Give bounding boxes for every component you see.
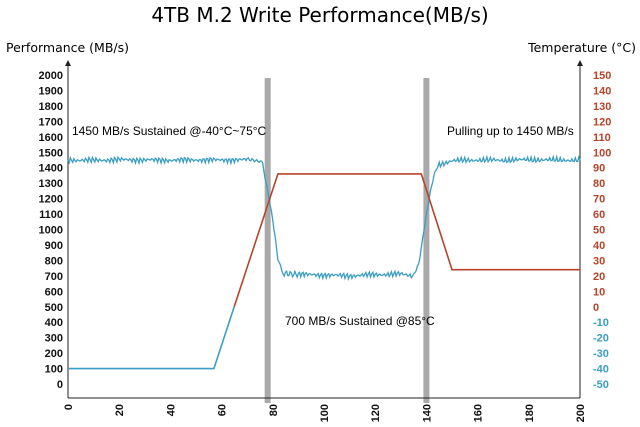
right-tick-label: 90 [593,163,605,175]
x-tick-label: 140 [421,404,433,422]
left-axis-arrow [65,60,71,66]
right-tick-label: 10 [593,286,605,298]
right-axis-arrow [577,60,583,66]
annotation-sustained-high: 700 MB/s Sustained @85°C [285,314,435,328]
shaded-marker-0 [264,78,271,403]
right-tick-label: 0 [593,302,599,314]
x-tick-label: 40 [165,404,177,416]
right-tick-label: -30 [593,348,609,360]
x-tick-label: 160 [473,404,485,422]
x-tick-label: 180 [524,404,536,422]
right-tick-label: 110 [593,132,611,144]
right-tick-label: 150 [593,70,611,82]
chart-title: 4TB M.2 Write Performance(MB/s) [151,3,488,27]
left-tick-label: 400 [45,317,63,329]
tick-labels: 0 20 40 60 80 100 120 140 160 180 2000100200300400… [39,70,612,422]
right-tick-label: -10 [593,317,609,329]
right-tick-label: 80 [593,178,605,190]
x-tick-label: 20 [114,404,126,416]
left-tick-label: 1800 [39,101,63,113]
left-axis-label: Performance (MB/s) [6,40,129,55]
right-axis-label: Temperature (°C) [527,40,636,55]
right-tick-label: 70 [593,194,605,206]
left-tick-label: 700 [45,271,63,283]
x-tick-label: 0 [63,404,75,410]
x-tick-label: 100 [319,404,331,422]
right-tick-label: -50 [593,379,609,391]
right-tick-label: 140 [593,85,611,97]
right-tick-label: 100 [593,147,611,159]
left-tick-label: 0 [57,379,63,391]
left-tick-label: 1600 [39,132,63,144]
left-tick-label: 500 [45,302,63,314]
left-tick-label: 1000 [39,225,63,237]
left-tick-label: 1700 [39,116,63,128]
series-lines [67,154,581,370]
annotation-sustained-low: 1450 MB/s Sustained @-40°C~75°C [72,124,267,138]
left-tick-label: 300 [45,333,63,345]
temperature-line [233,173,580,308]
right-tick-label: 130 [593,101,611,113]
left-tick-label: 1900 [39,85,63,97]
left-tick-label: 1400 [39,163,63,175]
right-tick-label: 40 [593,240,605,252]
x-tick-label: 60 [217,404,229,416]
shaded-marker-1 [423,78,430,403]
left-tick-label: 100 [45,364,63,376]
left-tick-label: 1100 [39,209,63,221]
shaded-markers [264,78,430,403]
right-tick-label: 60 [593,209,605,221]
left-tick-label: 900 [45,240,63,252]
right-tick-label: 120 [593,116,611,128]
x-tick-label: 200 [575,404,587,422]
right-tick-label: -40 [593,364,609,376]
axes [65,60,583,399]
left-tick-label: 2000 [39,70,63,82]
x-tick-label: 80 [268,404,280,416]
left-tick-label: 800 [45,255,63,267]
right-tick-label: 20 [593,271,605,283]
right-tick-label: -20 [593,333,609,345]
performance-line [67,154,581,282]
right-tick-label: 50 [593,225,605,237]
temperature-line-below-zero [68,306,235,370]
right-tick-label: 30 [593,255,605,267]
left-tick-label: 1200 [39,194,63,206]
left-tick-label: 1500 [39,147,63,159]
left-tick-label: 600 [45,286,63,298]
left-tick-label: 1300 [39,178,63,190]
annotation-pulling-up: Pulling up to 1450 MB/s [447,124,574,138]
x-tick-label: 120 [370,404,382,422]
left-tick-label: 200 [45,348,63,360]
